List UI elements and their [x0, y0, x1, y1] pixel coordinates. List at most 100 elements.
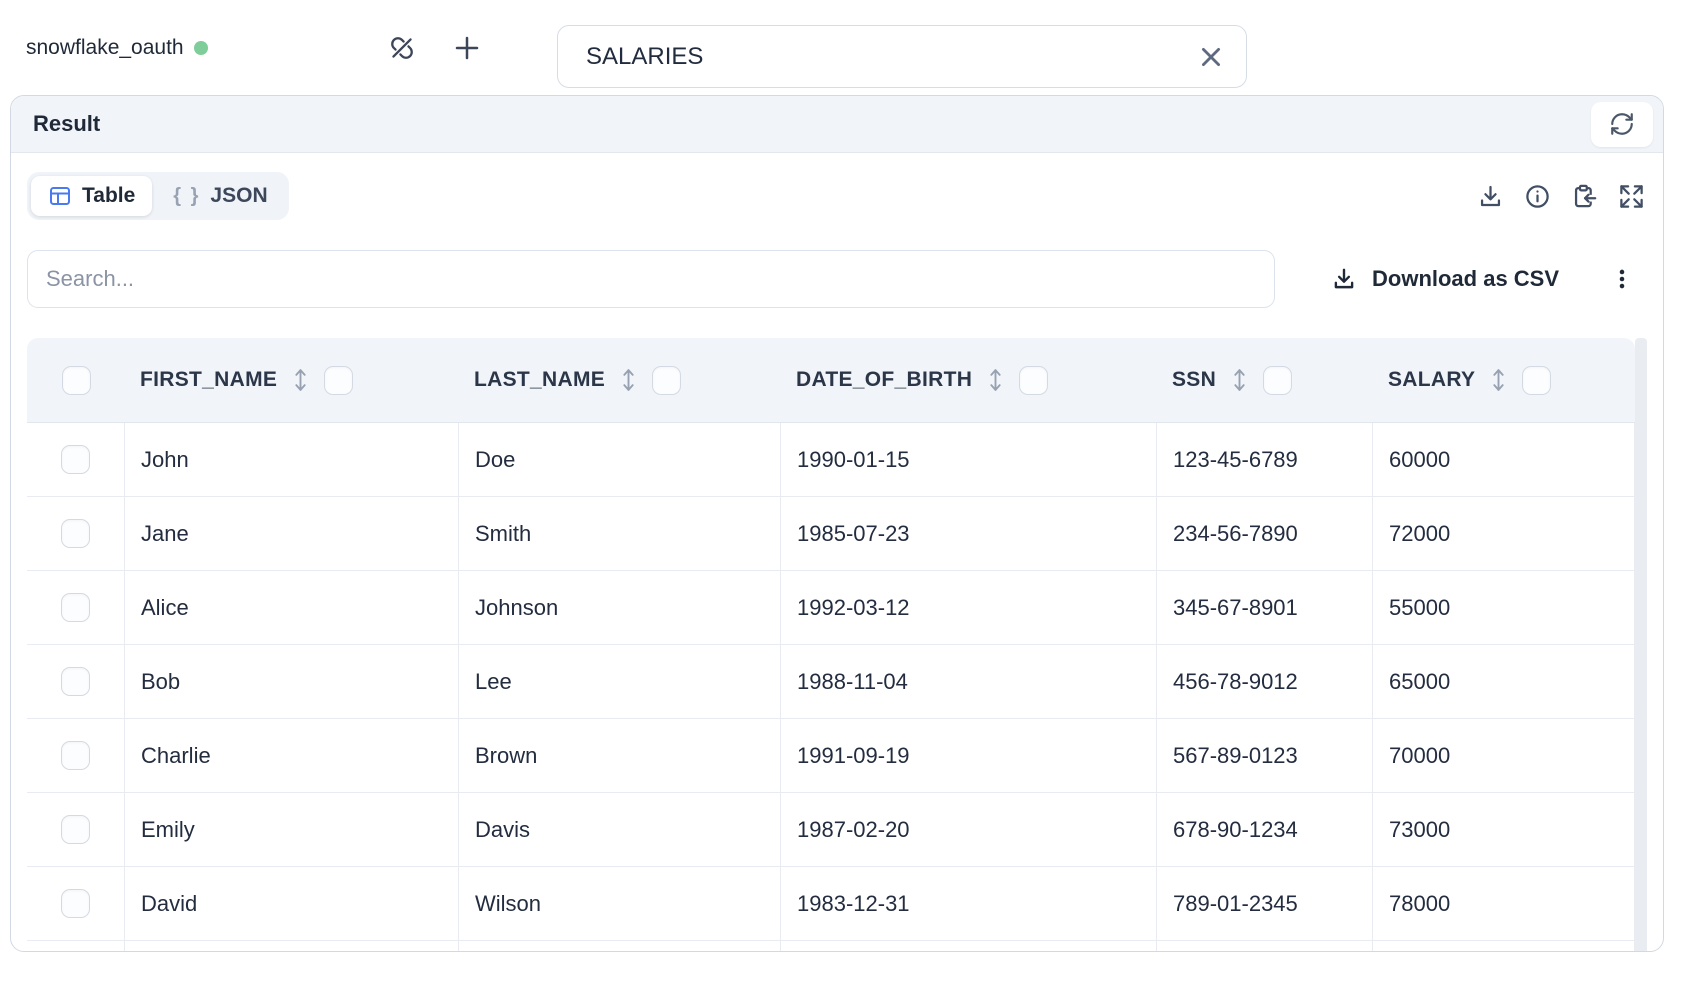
result-info-button[interactable]: [1524, 183, 1551, 210]
connection-status-dot: [193, 40, 208, 55]
column-header: FIRST_NAME: [125, 365, 459, 395]
row-checkbox[interactable]: [61, 889, 90, 918]
cell-first-name: Bob: [125, 645, 459, 718]
row-checkbox[interactable]: [61, 593, 90, 622]
plus-icon: [455, 36, 479, 59]
column-label[interactable]: SALARY: [1388, 368, 1476, 391]
cell-last-name: Johnson: [459, 571, 781, 644]
sort-icon[interactable]: [293, 366, 308, 394]
table-row: Charlie Brown 1991-09-19 567-89-0123 700…: [27, 719, 1635, 793]
result-action-icons: [1477, 183, 1645, 210]
cell-date-of-birth: 1990-01-15: [781, 423, 1157, 496]
download-csv-label: Download as CSV: [1372, 266, 1560, 291]
cell-salary: 78000: [1373, 867, 1635, 940]
column-header: DATE_OF_BIRTH: [781, 365, 1157, 395]
table-name-input[interactable]: [558, 26, 1176, 87]
column-header: LAST_NAME: [459, 365, 781, 395]
more-options-button[interactable]: [1605, 262, 1639, 296]
sort-icon[interactable]: [988, 366, 1003, 394]
table-name-field: [557, 25, 1247, 88]
disconnect-button[interactable]: [386, 32, 418, 64]
clear-table-name-button[interactable]: [1176, 26, 1246, 87]
column-label[interactable]: SSN: [1172, 368, 1217, 391]
select-all-checkbox[interactable]: [61, 365, 91, 395]
cell-last-name: Wilson: [459, 867, 781, 940]
connection-name: snowflake_oauth: [26, 35, 184, 59]
expand-fullscreen-button[interactable]: [1618, 183, 1645, 210]
sort-icon[interactable]: [1232, 366, 1247, 394]
cell-ssn: 123-45-6789: [1157, 423, 1373, 496]
download-csv-button[interactable]: Download as CSV: [1331, 266, 1559, 292]
column-header: SSN: [1157, 365, 1373, 395]
cell-first-name: Emily: [125, 793, 459, 866]
clipboard-paste-icon: [1574, 184, 1597, 207]
expand-icon: [1620, 184, 1643, 208]
row-checkbox[interactable]: [61, 445, 90, 474]
refresh-button[interactable]: [1591, 101, 1653, 147]
result-panel-body: Table { } JSON: [11, 171, 1663, 951]
search-input[interactable]: [27, 250, 1275, 308]
cell-first-name: Alice: [125, 571, 459, 644]
cell-first-name: Charlie: [125, 719, 459, 792]
row-checkbox[interactable]: [61, 667, 90, 696]
download-icon: [1480, 185, 1501, 206]
sort-icon[interactable]: [621, 366, 636, 394]
cell-last-name: Lee: [459, 645, 781, 718]
row-checkbox[interactable]: [61, 519, 90, 548]
connection-selector[interactable]: snowflake_oauth: [26, 36, 208, 60]
table-row: Emily Davis 1987-02-20 678-90-1234 73000: [27, 793, 1635, 867]
cell-salary: 60000: [1373, 423, 1635, 496]
result-table: FIRST_NAME LAST_NAME DATE_OF_BIRTH SSN S…: [27, 338, 1635, 951]
column-checkbox[interactable]: [1263, 365, 1293, 395]
table-header-row: FIRST_NAME LAST_NAME DATE_OF_BIRTH SSN S…: [27, 338, 1635, 423]
tab-json-label: JSON: [210, 184, 268, 207]
cell-salary: 55000: [1373, 571, 1635, 644]
row-select-cell: [27, 719, 125, 792]
cell-last-name: Brown: [459, 719, 781, 792]
row-select-cell: [27, 645, 125, 718]
table-row: Alice Johnson 1992-03-12 345-67-8901 550…: [27, 571, 1635, 645]
column-checkbox[interactable]: [1522, 365, 1552, 395]
cell-date-of-birth: 1991-09-19: [781, 719, 1157, 792]
add-query-button[interactable]: [452, 33, 482, 63]
close-icon: [1202, 47, 1220, 66]
row-checkbox[interactable]: [61, 815, 90, 844]
cell-first-name: John: [125, 423, 459, 496]
tab-table-label: Table: [82, 184, 136, 207]
copy-to-clipboard-button[interactable]: [1571, 183, 1598, 210]
cell-salary: 70000: [1373, 719, 1635, 792]
select-all-cell: [27, 365, 125, 395]
cell-last-name: Davis: [459, 793, 781, 866]
row-select-cell: [27, 497, 125, 570]
sort-icon[interactable]: [1491, 366, 1506, 394]
row-select-cell: [27, 793, 125, 866]
cell-date-of-birth: 1988-11-04: [781, 645, 1157, 718]
column-checkbox[interactable]: [652, 365, 682, 395]
vertical-scrollbar[interactable]: [1635, 338, 1647, 951]
row-select-cell: [27, 571, 125, 644]
refresh-icon: [1611, 113, 1633, 135]
cell-ssn: 678-90-1234: [1157, 793, 1373, 866]
info-icon: [1526, 184, 1549, 208]
cell-first-name: Jane: [125, 497, 459, 570]
tab-table[interactable]: Table: [31, 176, 153, 216]
table-row: Bob Lee 1988-11-04 456-78-9012 65000: [27, 645, 1635, 719]
row-checkbox[interactable]: [61, 741, 90, 770]
row-select-cell: [27, 423, 125, 496]
cell-salary: 65000: [1373, 645, 1635, 718]
column-label[interactable]: DATE_OF_BIRTH: [796, 368, 973, 391]
row-select-cell: [27, 867, 125, 940]
link-off-icon: [391, 36, 413, 59]
download-result-button[interactable]: [1477, 183, 1504, 210]
column-label[interactable]: FIRST_NAME: [140, 368, 278, 391]
tab-json[interactable]: { } JSON: [156, 176, 284, 216]
result-panel: Result Table { }: [10, 95, 1664, 952]
result-toolbar: Table { } JSON: [27, 171, 1647, 221]
cell-salary: 73000: [1373, 793, 1635, 866]
column-checkbox[interactable]: [1019, 365, 1049, 395]
cell-ssn: 567-89-0123: [1157, 719, 1373, 792]
table-controls-row: Download as CSV: [27, 250, 1647, 308]
column-label[interactable]: LAST_NAME: [474, 368, 606, 391]
column-checkbox[interactable]: [324, 365, 354, 395]
cell-salary: 72000: [1373, 497, 1635, 570]
